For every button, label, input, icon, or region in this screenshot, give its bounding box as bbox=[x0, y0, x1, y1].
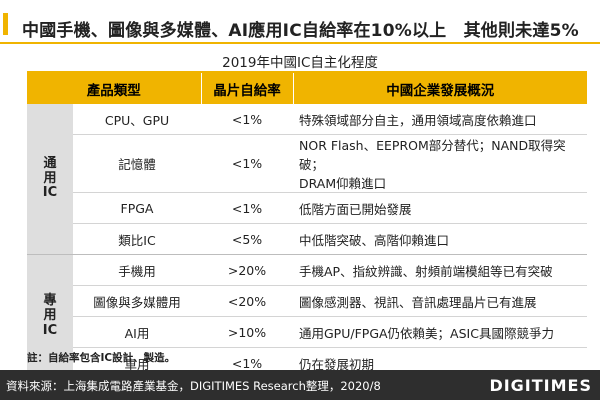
page-title: 中國手機、圖像與多媒體、AI應用IC自給率在10%以上 其他則未達5% bbox=[22, 21, 579, 41]
description-cell: 中低階突破、高階仰賴進口 bbox=[293, 223, 587, 255]
header-bar: 中國手機、圖像與多媒體、AI應用IC自給率在10%以上 其他則未達5% bbox=[0, 0, 600, 44]
group-label-char: 用 bbox=[43, 170, 57, 186]
description-line: DRAM仰賴進口 bbox=[299, 176, 387, 191]
accent-mark bbox=[3, 13, 8, 35]
column-header-product: 產品類型 bbox=[27, 73, 201, 104]
footer-bar: 資料來源：上海集成電路產業基金，DIGITIMES Research整理，202… bbox=[0, 370, 600, 400]
table-title: 2019年中國IC自主化程度 bbox=[222, 55, 378, 71]
group-label-dedicated-ic: 專 用 IC bbox=[27, 254, 73, 379]
group-label-char: 專 bbox=[43, 293, 57, 309]
source-text: 資料來源：上海集成電路產業基金，DIGITIMES Research整理，202… bbox=[6, 379, 381, 393]
table-row: FPGA <1% 低階方面已開始發展 bbox=[27, 192, 587, 224]
description-cell: 低階方面已開始發展 bbox=[293, 192, 587, 224]
product-cell: 圖像與多媒體用 bbox=[73, 285, 201, 317]
table-row: 類比IC <5% 中低階突破、高階仰賴進口 bbox=[27, 223, 587, 255]
table-header-row: 產品類型 晶片自給率 中國企業發展概況 bbox=[27, 73, 587, 104]
footnote: 註：自給率包含IC設計、製造。 bbox=[27, 352, 176, 364]
rate-cell: >20% bbox=[201, 254, 293, 286]
group-label-char: 用 bbox=[43, 308, 57, 324]
table-row: 圖像與多媒體用 <20% 圖像感測器、視訊、音訊處理晶片已有進展 bbox=[27, 285, 587, 317]
product-cell: FPGA bbox=[73, 192, 201, 224]
description-cell: 圖像感測器、視訊、音訊處理晶片已有進展 bbox=[293, 285, 587, 317]
column-header-rate: 晶片自給率 bbox=[200, 73, 293, 104]
group-label-char: IC bbox=[42, 185, 58, 201]
description-line: NOR Flash、EEPROM部分替代；NAND取得突破； bbox=[299, 138, 566, 172]
description-cell: 手機AP、指紋辨識、射頻前端模組等已有突破 bbox=[293, 254, 587, 286]
column-header-description: 中國企業發展概況 bbox=[292, 73, 587, 104]
rate-cell: <1% bbox=[201, 104, 293, 135]
product-cell: 類比IC bbox=[73, 223, 201, 255]
product-cell: 記憶體 bbox=[73, 134, 201, 193]
table-top-rule bbox=[27, 71, 587, 73]
group-label-char: 通 bbox=[43, 155, 57, 171]
rate-cell: <20% bbox=[201, 285, 293, 317]
product-cell: 手機用 bbox=[73, 254, 201, 286]
table-row: 通 用 IC CPU、GPU <1% 特殊領域部分自主，通用領域高度依賴進口 bbox=[27, 104, 587, 255]
rate-cell: <1% bbox=[201, 192, 293, 224]
rate-cell: <5% bbox=[201, 223, 293, 255]
description-cell: 通用GPU/FPGA仍依賴美；ASIC具國際競爭力 bbox=[293, 316, 587, 348]
table-row: AI用 >10% 通用GPU/FPGA仍依賴美；ASIC具國際競爭力 bbox=[27, 316, 587, 348]
product-cell: CPU、GPU bbox=[73, 104, 201, 135]
ic-self-sufficiency-table: 產品類型 晶片自給率 中國企業發展概況 通 用 IC CPU、GPU <1% 特… bbox=[27, 73, 587, 379]
rate-cell: <1% bbox=[201, 134, 293, 193]
description-cell: 特殊領域部分自主，通用領域高度依賴進口 bbox=[293, 104, 587, 135]
table-row: 專 用 IC 手機用 >20% 手機AP、指紋辨識、射頻前端模組等已有突破 bbox=[27, 254, 587, 379]
description-cell: NOR Flash、EEPROM部分替代；NAND取得突破； DRAM仰賴進口 bbox=[293, 134, 587, 193]
group-label-general-ic: 通 用 IC bbox=[27, 104, 73, 255]
rate-cell: >10% bbox=[201, 316, 293, 348]
table-row: 記憶體 <1% NOR Flash、EEPROM部分替代；NAND取得突破； D… bbox=[27, 134, 587, 193]
group-label-char: IC bbox=[42, 322, 58, 338]
product-cell: AI用 bbox=[73, 316, 201, 348]
digitimes-logo: DIGITIMES bbox=[489, 376, 592, 395]
